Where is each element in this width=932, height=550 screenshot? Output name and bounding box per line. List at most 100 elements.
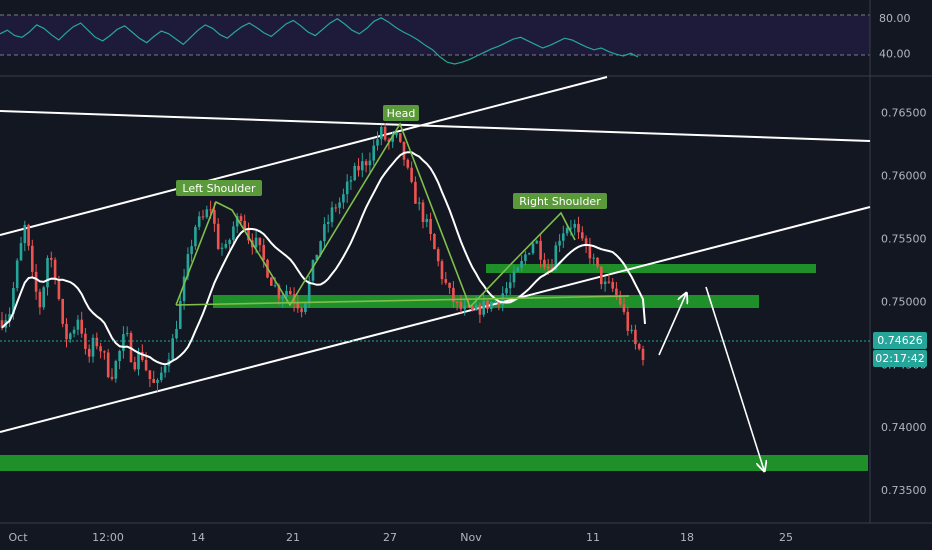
candle (482, 292, 485, 318)
countdown-badge: 02:17:42 (873, 350, 927, 367)
candle (99, 342, 102, 359)
rsi-tick-label: 80.00 (879, 12, 911, 25)
candle (364, 159, 368, 173)
candle (338, 197, 341, 215)
candle (573, 219, 576, 236)
candle (80, 311, 83, 338)
candle (106, 348, 110, 379)
candle (114, 359, 118, 383)
candle (395, 132, 398, 138)
candle (152, 370, 155, 384)
rising-wedge-lower-line (0, 206, 871, 433)
candle (91, 334, 95, 363)
candle (163, 364, 167, 378)
candle (148, 370, 152, 387)
candle (524, 251, 527, 266)
candle (315, 254, 319, 261)
price-axis: 0.765000.760000.755000.750000.745000.740… (881, 106, 927, 497)
candle (258, 237, 262, 252)
candle (376, 131, 379, 151)
candle (247, 222, 250, 245)
candle (406, 158, 410, 170)
candle (46, 255, 49, 296)
candle (581, 226, 584, 241)
candle (440, 259, 444, 285)
price-tick-label: 0.74000 (881, 421, 927, 434)
upper-channel-line (0, 110, 871, 142)
candle (281, 292, 284, 308)
candle (87, 344, 91, 363)
candle (417, 197, 421, 211)
candle (197, 211, 201, 230)
candle (444, 271, 448, 285)
candle (182, 268, 186, 310)
candle (425, 214, 429, 228)
candle (531, 240, 535, 255)
candle (634, 324, 637, 350)
candle (50, 251, 53, 268)
candle (368, 152, 372, 173)
candle (61, 298, 64, 328)
candle (622, 297, 626, 315)
rsi-line (0, 17, 639, 65)
candle (596, 257, 599, 269)
candle (228, 238, 231, 250)
rising-wedge-upper-line (0, 76, 608, 236)
candle (592, 253, 595, 266)
price-tick-label: 0.75000 (881, 295, 927, 308)
candle (618, 290, 622, 307)
candle (235, 212, 239, 233)
annotation-left-shoulder: Left Shoulder (176, 180, 262, 196)
candle (53, 257, 57, 285)
candle (345, 174, 349, 203)
price-tick-label: 0.75500 (881, 232, 927, 245)
candle (304, 302, 307, 315)
candle (122, 326, 125, 359)
candle (179, 293, 182, 330)
candle (69, 332, 72, 343)
candle (436, 247, 440, 267)
candle (27, 223, 30, 251)
candle (448, 282, 451, 294)
candle (558, 234, 561, 253)
candle (220, 242, 224, 256)
candle (527, 252, 531, 256)
pattern-path (175, 122, 576, 309)
candle (65, 318, 68, 348)
candle (330, 201, 334, 228)
annotation-right-shoulder: Right Shoulder (513, 193, 607, 209)
candle (23, 220, 27, 252)
rsi-band (0, 15, 870, 55)
candle (175, 320, 178, 340)
candle (516, 266, 520, 273)
candle (505, 282, 508, 297)
candle (577, 216, 580, 239)
candle (429, 212, 432, 241)
candle (76, 315, 80, 336)
candle (626, 306, 630, 336)
candle (205, 205, 209, 219)
candle (607, 274, 611, 284)
neckline-zone (213, 295, 759, 308)
annotation-head-label: Head (387, 107, 416, 120)
zones (0, 264, 868, 471)
candle (455, 301, 459, 311)
rsi-axis: 80.00 40.00 (879, 12, 911, 61)
candle (103, 350, 106, 360)
price-tick-label: 0.73500 (881, 484, 927, 497)
candle (414, 176, 417, 204)
candle (273, 277, 277, 288)
candle (31, 239, 34, 278)
candle (357, 158, 360, 177)
candle (110, 368, 114, 381)
annotation-head: Head (383, 105, 419, 121)
candle (380, 124, 383, 146)
candle (342, 188, 345, 209)
candle (201, 209, 205, 221)
candle (508, 273, 512, 295)
annotation-right-shoulder-label: Right Shoulder (519, 195, 601, 208)
candle (410, 161, 413, 184)
pullback-arrow (658, 294, 686, 356)
candle (452, 281, 455, 308)
